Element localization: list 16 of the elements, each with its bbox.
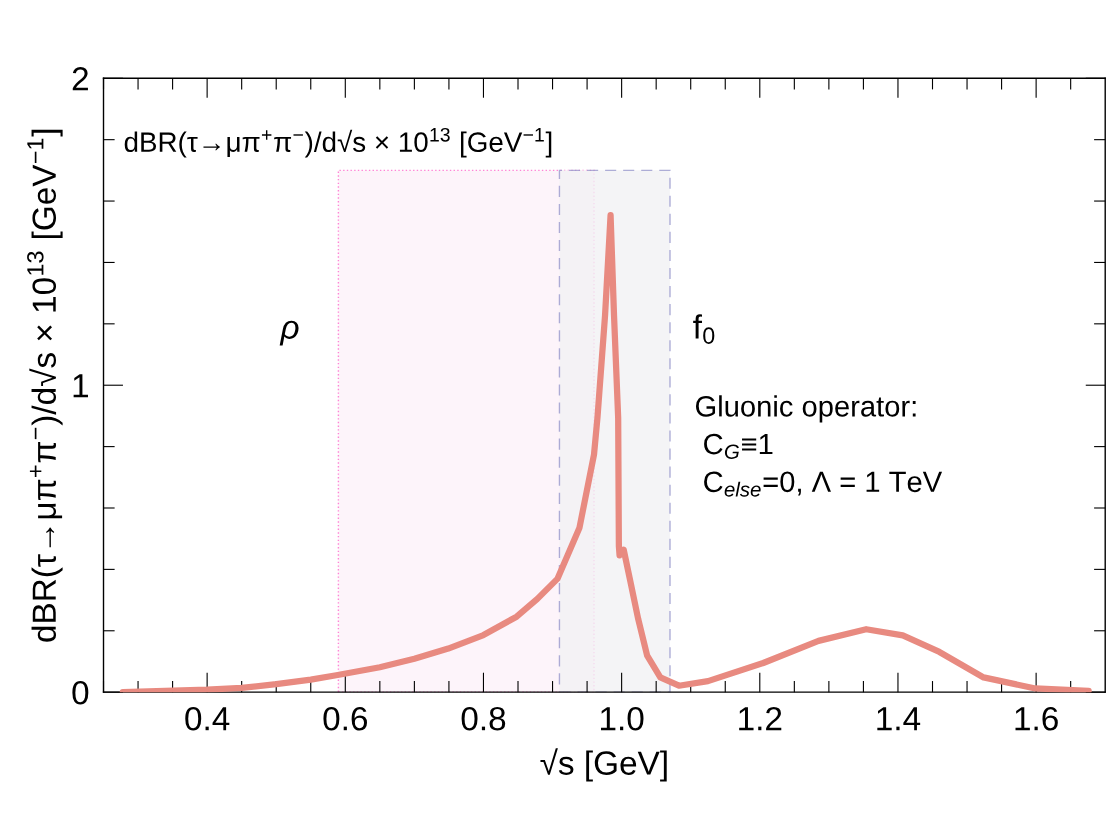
text: dBR(τ→μπ$^{+}$π$^{−}$)/d√s × 10$^{13}$ [GeV$^{−1}$] [27, 129, 63, 642]
x-tick-label: 1.2 [739, 706, 782, 731]
x-tick-label: 0.8 [461, 706, 506, 731]
x-axis-title: √s [GeV] [540, 748, 667, 782]
x-tick-label: 1.6 [1015, 706, 1058, 731]
y-tick-label: 0 [72, 680, 89, 705]
band-label: ρ [279, 320, 299, 346]
x-tick-label: 0.4 [185, 706, 230, 731]
x-tick-label: 0.6 [323, 706, 367, 731]
x-tick-label: 1.4 [877, 707, 921, 731]
y-tick-label: 1 [73, 374, 88, 398]
y-tick-label: 2 [72, 67, 88, 91]
text: dBR(τ→μπ$^{+}$π$^{−}$)/d√s × 10$^{13}$ [GeV$^{−1}$] [124, 127, 552, 158]
band-label: f$_{0}$ [693, 314, 715, 344]
annotation: Gluonic operator: C$_{G}$≡1 C$_{else}$=0, Λ = 1 TeV [695, 395, 943, 497]
x-tick-label: 1.0 [601, 706, 644, 731]
